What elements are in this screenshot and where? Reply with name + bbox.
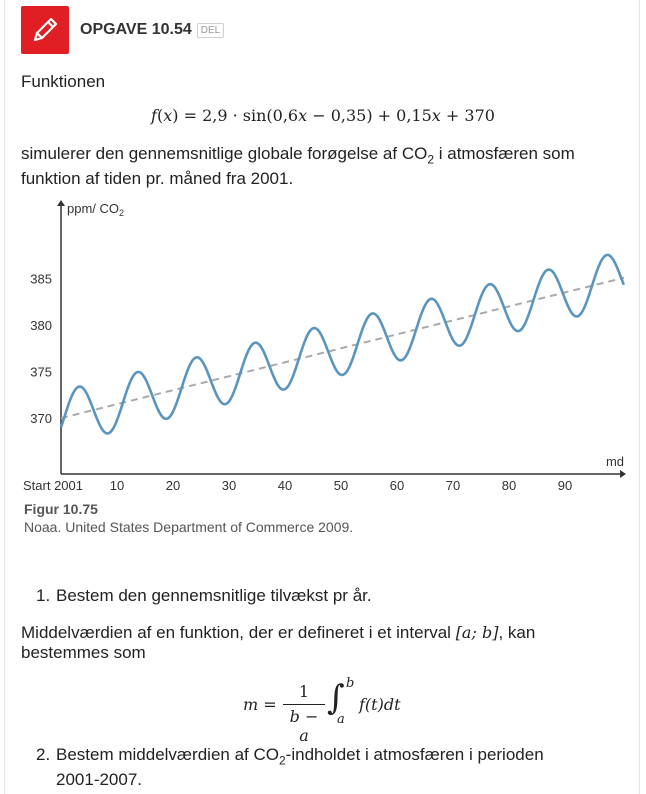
x-tick-label: 70 <box>446 478 460 493</box>
trend-line <box>60 276 625 420</box>
intro-text: Funktionen <box>21 72 106 91</box>
y-tick-label: 380 <box>30 318 52 333</box>
x-tick-label: 10 <box>110 478 124 493</box>
share-badge[interactable]: DEL <box>196 22 225 38</box>
function-description: simulerer den gennemsnitlige globale for… <box>21 144 575 189</box>
exercise-header: OPGAVE 10.54 DEL <box>21 6 225 54</box>
pencil-icon[interactable] <box>21 6 69 54</box>
x-axis-label: md <box>606 454 624 469</box>
question-1: 1. Bestem den gennemsnitlige tilvækst pr … <box>36 586 372 605</box>
x-tick-label: 20 <box>166 478 180 493</box>
y-tick-label: 385 <box>30 271 52 286</box>
x-tick-label: Start 2001 <box>23 478 83 493</box>
x-tick-label: 50 <box>334 478 348 493</box>
exercise-title: OPGAVE 10.54 <box>80 21 192 38</box>
x-tick-label: 60 <box>390 478 404 493</box>
x-axis-arrow <box>620 470 626 478</box>
y-tick-label: 370 <box>30 411 52 426</box>
question-2: 2. Bestem middelværdien af CO2-indholdet … <box>36 745 544 790</box>
exercise-panel <box>4 0 640 794</box>
co2-curve <box>59 253 626 435</box>
x-tick-label: 30 <box>222 478 236 493</box>
x-tick-label: 90 <box>558 478 572 493</box>
y-axis-label: ppm/ CO2 <box>67 201 124 218</box>
y-tick-label: 375 <box>30 365 52 380</box>
figure-label: Figur 10.75 <box>24 501 98 517</box>
x-tick-label: 40 <box>278 478 292 493</box>
figure-source: Noaa. United States Department of Commer… <box>24 519 354 535</box>
mean-value-text: Middelværdien af en funktion, der er def… <box>21 623 536 662</box>
co2-chart: ppm/ CO2 md 370 375 380 385 Start 2001 10 20 30 40… <box>23 200 626 493</box>
function-formula: f(x) = 2,9 · sin(0,6x − 0,35) + 0,15x + … <box>151 106 495 125</box>
x-tick-label: 80 <box>502 478 516 493</box>
y-axis-arrow <box>57 200 65 206</box>
